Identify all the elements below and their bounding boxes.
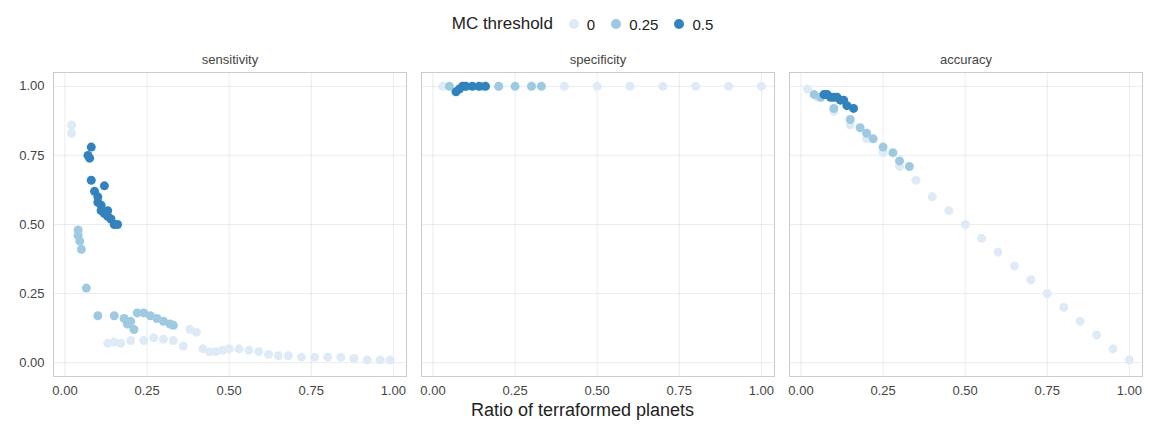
html-text:0: 0 — [586, 15, 596, 33]
svg-text:1.00: 1.00 — [1117, 383, 1142, 398]
svg-text:0.25: 0.25 — [502, 383, 527, 398]
svg-text:1.00: 1.00 — [19, 78, 44, 93]
svg-text:accuracy: accuracy — [940, 52, 993, 67]
svg-text:0.00: 0.00 — [420, 383, 445, 398]
html-text:Ratio of terraformed planets: Ratio of terraformed planets — [470, 400, 695, 420]
svg-text:0.25: 0.25 — [19, 286, 44, 301]
svg-text:1.00: 1.00 — [749, 383, 774, 398]
svg-text:specificity: specificity — [570, 52, 627, 67]
html-text:0.5: 0.5 — [692, 15, 714, 33]
svg-text:0.50: 0.50 — [217, 383, 242, 398]
svg-text:sensitivity: sensitivity — [202, 52, 259, 67]
svg-text:0.75: 0.75 — [667, 383, 692, 398]
svg-text:0.00: 0.00 — [52, 383, 77, 398]
svg-text:1.00: 1.00 — [381, 383, 406, 398]
svg-text:0.75: 0.75 — [19, 148, 44, 163]
svg-text:0.25: 0.25 — [134, 383, 159, 398]
svg-text:0.75: 0.75 — [1035, 383, 1060, 398]
svg-text:0.50: 0.50 — [953, 383, 978, 398]
svg-text:0.75: 0.75 — [299, 383, 324, 398]
html-text:0.25: 0.25 — [629, 15, 659, 33]
svg-text:0.25: 0.25 — [870, 383, 895, 398]
svg-text:0.00: 0.00 — [19, 355, 44, 370]
html-text:MC threshold: MC threshold — [451, 14, 553, 33]
svg-text:0.00: 0.00 — [788, 383, 813, 398]
svg-text:0.50: 0.50 — [585, 383, 610, 398]
svg-text:0.50: 0.50 — [19, 217, 44, 232]
